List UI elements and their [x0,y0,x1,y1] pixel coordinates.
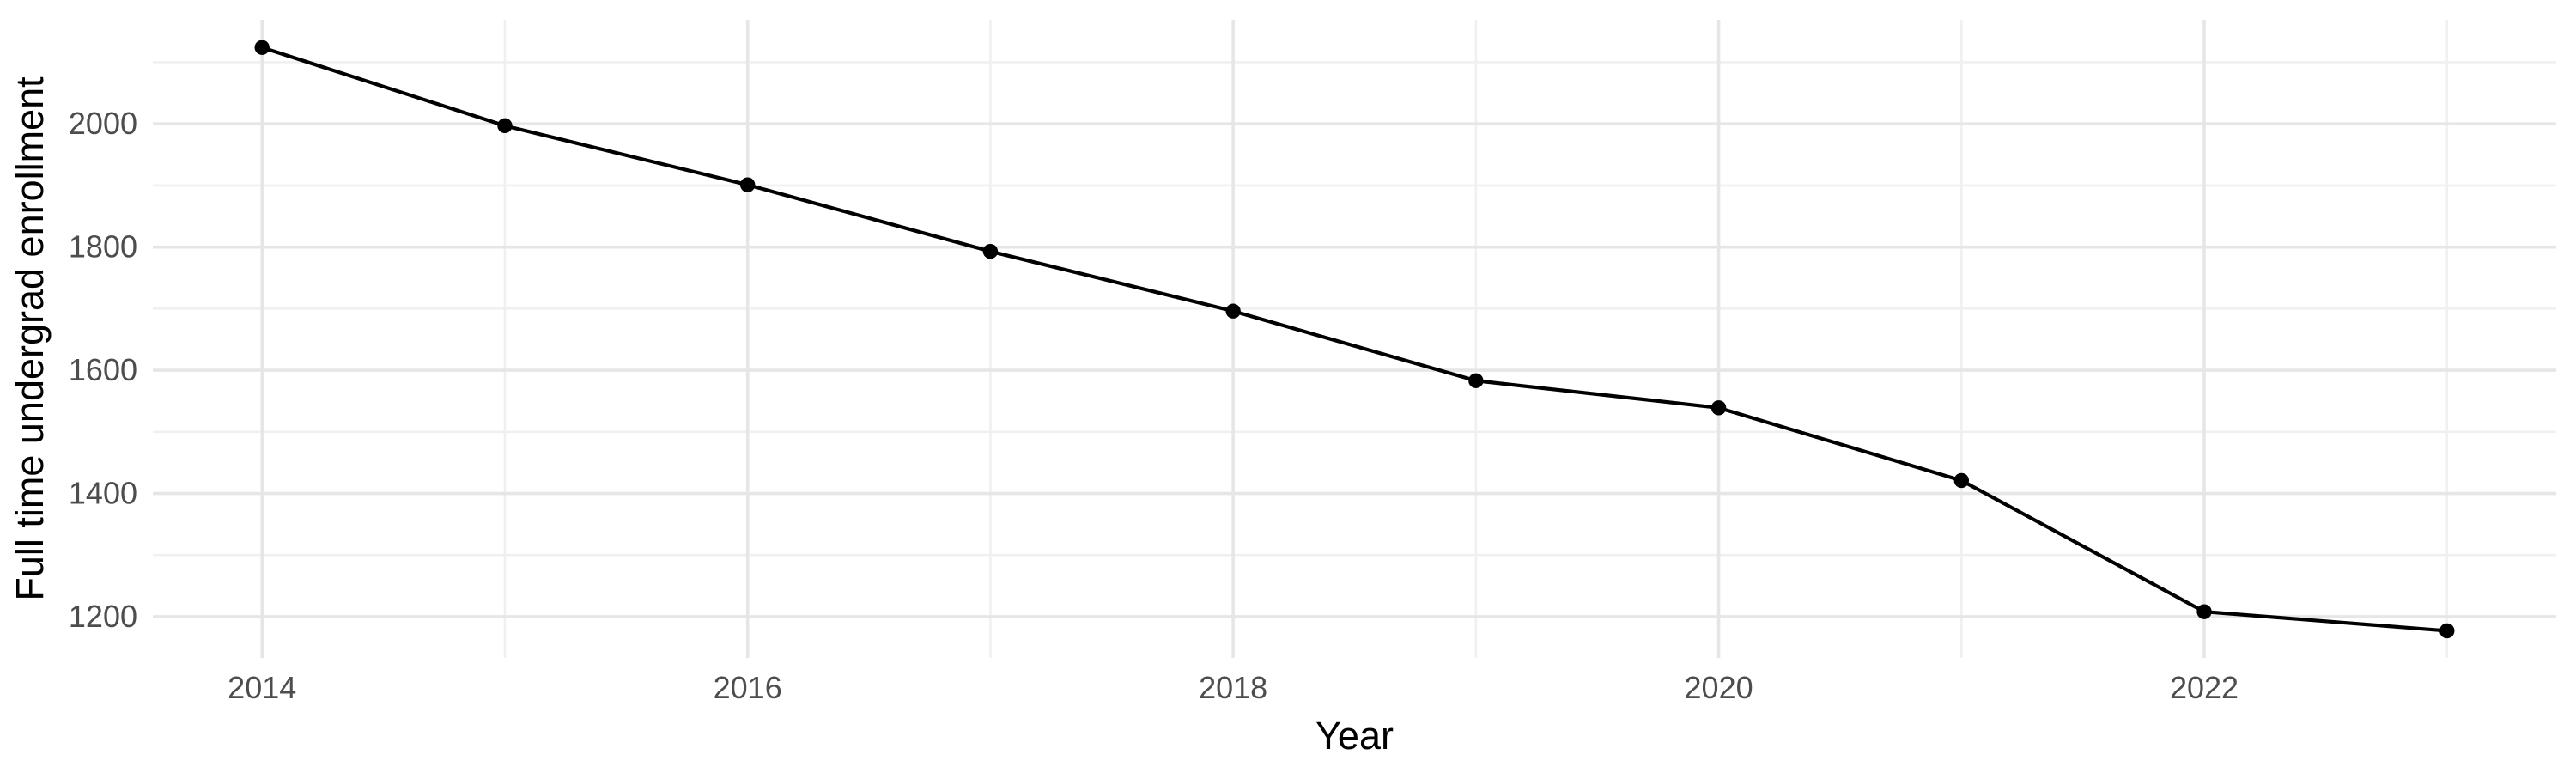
y-axis-tick-labels: 1200 1400 1600 1800 2000 [69,106,137,634]
y-tick-label: 1800 [69,229,137,265]
enrollment-trend-line [260,46,2449,633]
data-point-2020 [1710,400,1727,416]
data-point-2023 [2439,623,2455,639]
data-point-2015 [497,118,513,134]
data-point-2022 [2196,604,2212,619]
data-point-2021 [1953,472,1970,489]
y-tick-label: 1200 [69,599,137,634]
data-point-2017 [982,243,999,259]
y-tick-label: 1600 [69,352,137,387]
data-point-2018 [1225,303,1241,319]
major-gridlines [153,20,2556,658]
data-point-2016 [739,177,756,192]
data-series [254,40,2455,639]
data-point-2014 [254,40,270,55]
y-tick-label: 2000 [69,106,137,141]
x-axis-title: Year [1315,714,1394,758]
x-tick-label: 2018 [1199,670,1267,705]
x-tick-label: 2016 [714,670,782,705]
y-axis-title: Full time undergrad enrollment [8,76,52,601]
minor-gridlines [153,20,2556,658]
y-tick-label: 1400 [69,476,137,511]
data-point-2019 [1468,373,1484,388]
x-tick-label: 2022 [2170,670,2239,705]
x-axis-tick-labels: 2014 2016 2018 2020 2022 [228,670,2239,705]
x-tick-label: 2014 [228,670,296,705]
x-tick-label: 2020 [1685,670,1753,705]
